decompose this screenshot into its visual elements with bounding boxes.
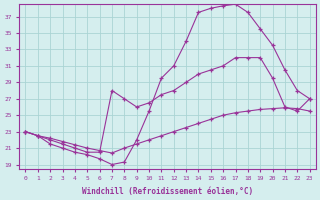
- X-axis label: Windchill (Refroidissement éolien,°C): Windchill (Refroidissement éolien,°C): [82, 187, 253, 196]
